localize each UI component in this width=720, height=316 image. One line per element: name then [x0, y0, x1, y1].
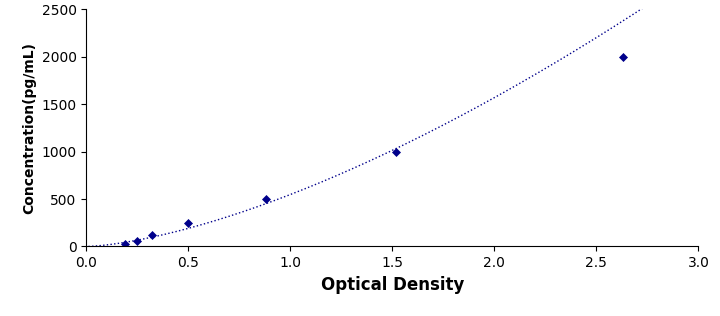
Y-axis label: Concentration(pg/mL): Concentration(pg/mL) [22, 42, 36, 214]
X-axis label: Optical Density: Optical Density [320, 276, 464, 294]
